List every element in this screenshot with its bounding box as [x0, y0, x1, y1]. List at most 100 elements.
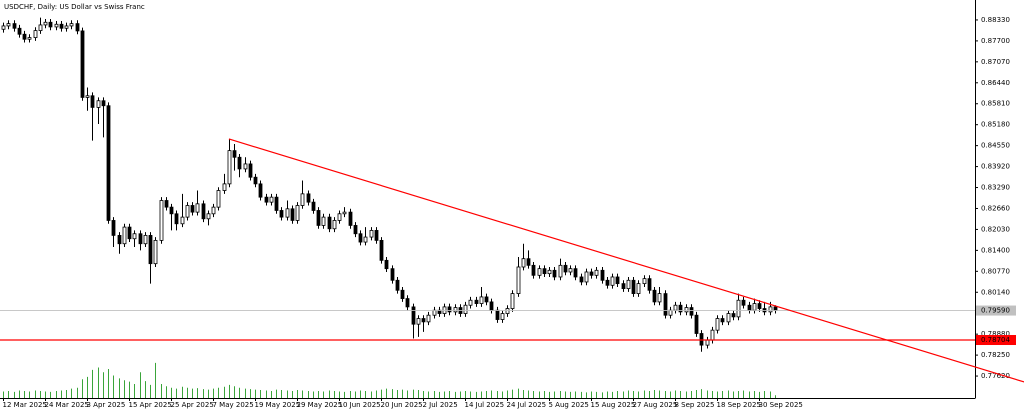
- candle-body: [195, 203, 200, 213]
- candle-body: [479, 296, 484, 304]
- candle-body: [274, 196, 279, 211]
- candle-body: [426, 314, 431, 323]
- x-tick-label: 30 Sep 2025: [759, 401, 803, 409]
- x-tick-label: 5 Aug 2025: [549, 401, 589, 409]
- candle-body: [232, 150, 237, 158]
- candle-body: [547, 269, 552, 275]
- x-tick-label: 14 Jul 2025: [465, 401, 505, 409]
- candle-body: [573, 268, 578, 278]
- y-tick-label: 0.86440: [981, 79, 1010, 87]
- candle-body: [453, 307, 458, 313]
- candle-body: [621, 283, 626, 290]
- candle-body: [253, 176, 258, 185]
- candle-body: [379, 239, 384, 261]
- level-box: [976, 335, 1016, 346]
- x-tick-label: 18 Sep 2025: [717, 401, 761, 409]
- candle-body: [615, 276, 620, 285]
- candle-body: [405, 298, 410, 308]
- candle-body: [106, 105, 111, 221]
- candle-body: [169, 206, 174, 215]
- candle-body: [474, 299, 479, 304]
- x-tick-label: 19 May 2025: [255, 401, 301, 409]
- x-tick-label: 29 May 2025: [297, 401, 343, 409]
- y-tick-label: 0.80140: [981, 288, 1010, 296]
- candle-body: [159, 200, 164, 241]
- candle-body: [285, 208, 290, 218]
- candle-body: [185, 205, 190, 218]
- candle-body: [510, 293, 515, 309]
- candle-body: [673, 304, 678, 311]
- candle-body: [258, 183, 263, 198]
- candle-body: [190, 205, 195, 213]
- candle-body: [589, 271, 594, 276]
- candle-body: [75, 23, 80, 32]
- candle-body: [143, 235, 148, 245]
- x-tick-label: 27 Aug 2025: [633, 401, 678, 409]
- candle-body: [216, 190, 221, 208]
- candle-body: [69, 23, 74, 27]
- y-tick-label: 0.82030: [981, 225, 1010, 233]
- candle-body: [516, 266, 521, 294]
- candle-body: [153, 239, 158, 265]
- y-tick-label: 0.77620: [981, 372, 1010, 380]
- candle-body: [416, 318, 421, 325]
- y-tick-label: 0.78250: [981, 351, 1010, 359]
- candle-body: [132, 233, 137, 240]
- candle-body: [6, 23, 11, 27]
- candle-body: [542, 268, 547, 275]
- candle-body: [715, 318, 720, 331]
- candle-body: [484, 296, 489, 303]
- candle-body: [773, 306, 778, 311]
- candle-body: [558, 264, 563, 278]
- y-tick-label: 0.81400: [981, 246, 1010, 254]
- candle-body: [321, 216, 326, 226]
- candle-body: [306, 193, 311, 203]
- candle-body: [38, 24, 43, 31]
- candle-body: [279, 210, 284, 218]
- candle-body: [117, 235, 122, 245]
- candle-body: [374, 230, 379, 241]
- trend-line: [228, 138, 1024, 383]
- x-tick-label: 25 Apr 2025: [171, 401, 214, 409]
- candle-body: [264, 196, 269, 203]
- candle-body: [447, 306, 452, 313]
- x-tick-label: 24 Mar 2025: [45, 401, 89, 409]
- candle-body: [537, 268, 542, 276]
- candle-body: [642, 278, 647, 285]
- candle-body: [726, 313, 731, 323]
- candle-body: [390, 268, 395, 281]
- candle-body: [227, 150, 232, 185]
- candle-body: [594, 269, 599, 276]
- candle-body: [80, 30, 85, 98]
- y-tick-label: 0.88330: [981, 16, 1010, 24]
- candle-body: [736, 299, 741, 318]
- candle-body: [337, 213, 342, 221]
- candle-body: [411, 306, 416, 325]
- candle-body: [710, 329, 715, 341]
- candle-body: [505, 308, 510, 314]
- candle-body: [421, 318, 426, 323]
- x-tick-label: 15 Aug 2025: [591, 401, 636, 409]
- candle-body: [243, 163, 248, 170]
- x-tick-label: 8 Sep 2025: [675, 401, 715, 409]
- candle-body: [342, 211, 347, 215]
- candle-body: [295, 205, 300, 221]
- y-tick-label: 0.78880: [981, 330, 1010, 338]
- candle-body: [694, 314, 699, 334]
- y-tick-label: 0.83920: [981, 163, 1010, 171]
- candle-body: [54, 23, 59, 28]
- candle-body: [720, 318, 725, 323]
- candle-body: [495, 309, 500, 320]
- candle-body: [363, 236, 368, 243]
- candle-body: [500, 313, 505, 320]
- candle-body: [463, 304, 468, 314]
- candle-body: [741, 299, 746, 306]
- x-tick-label: 20 Jun 2025: [381, 401, 423, 409]
- y-tick-label: 0.87070: [981, 58, 1010, 66]
- candle-body: [1, 25, 6, 30]
- candle-body: [631, 279, 636, 294]
- candle-body: [332, 220, 337, 230]
- candle-body: [652, 289, 657, 303]
- candle-body: [521, 258, 526, 268]
- candle-body: [111, 220, 116, 236]
